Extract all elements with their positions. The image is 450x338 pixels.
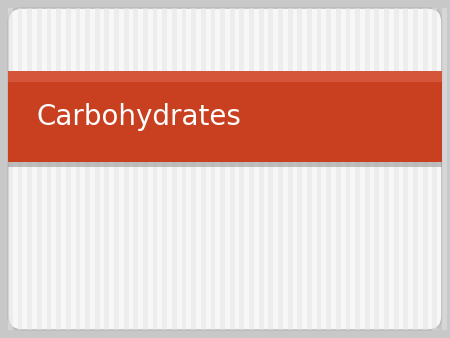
Bar xyxy=(355,8,360,330)
Bar xyxy=(297,8,302,330)
Bar xyxy=(326,8,331,330)
FancyBboxPatch shape xyxy=(8,8,442,330)
Bar xyxy=(278,8,283,330)
Bar xyxy=(182,8,186,330)
Bar xyxy=(384,8,389,330)
Bar xyxy=(442,8,447,330)
Bar xyxy=(423,8,427,330)
Bar xyxy=(27,8,32,330)
Bar xyxy=(85,8,90,330)
Bar xyxy=(95,8,99,330)
Bar xyxy=(336,8,341,330)
Bar xyxy=(346,8,351,330)
Bar xyxy=(317,8,321,330)
Bar xyxy=(8,71,442,82)
Bar xyxy=(47,8,51,330)
Bar xyxy=(374,8,379,330)
Bar xyxy=(191,8,196,330)
Bar xyxy=(162,8,167,330)
Bar xyxy=(8,82,442,162)
Bar xyxy=(172,8,177,330)
Bar xyxy=(76,8,81,330)
Bar xyxy=(249,8,254,330)
Bar xyxy=(37,8,42,330)
Bar xyxy=(432,8,437,330)
Bar xyxy=(66,8,71,330)
Bar xyxy=(211,8,216,330)
Bar xyxy=(8,162,442,167)
Bar xyxy=(403,8,408,330)
Bar xyxy=(201,8,206,330)
Bar xyxy=(230,8,234,330)
Bar xyxy=(259,8,264,330)
Bar xyxy=(288,8,292,330)
Bar xyxy=(18,8,22,330)
Bar xyxy=(153,8,158,330)
Bar xyxy=(104,8,109,330)
Bar xyxy=(394,8,399,330)
Bar xyxy=(413,8,418,330)
Text: Carbohydrates: Carbohydrates xyxy=(36,103,241,130)
Bar xyxy=(56,8,61,330)
Bar xyxy=(143,8,148,330)
Bar xyxy=(365,8,369,330)
Bar xyxy=(114,8,119,330)
Bar xyxy=(239,8,244,330)
Bar xyxy=(220,8,225,330)
Bar xyxy=(8,8,13,330)
Bar xyxy=(124,8,129,330)
Bar xyxy=(133,8,138,330)
Bar xyxy=(268,8,273,330)
Bar xyxy=(307,8,312,330)
